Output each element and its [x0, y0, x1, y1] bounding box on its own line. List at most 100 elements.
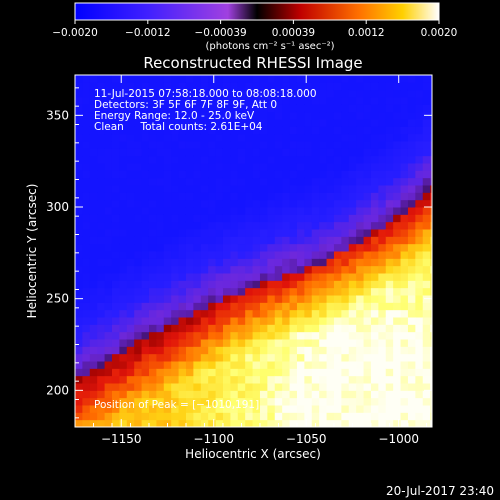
heatmap-cell — [289, 141, 298, 149]
heatmap-cell — [304, 82, 313, 91]
heatmap-cell — [378, 185, 387, 193]
heatmap-cell — [208, 273, 217, 281]
heatmap-cell — [282, 141, 291, 149]
heatmap-cell — [178, 317, 187, 325]
heatmap-cell — [104, 412, 113, 421]
heatmap-cell — [171, 287, 180, 296]
heatmap-cell — [348, 302, 357, 311]
heatmap-cell — [208, 170, 217, 179]
heatmap-cell — [89, 412, 98, 421]
heatmap-cell — [319, 280, 328, 289]
heatmap-cell — [400, 119, 409, 127]
heatmap-cell — [245, 405, 254, 413]
heatmap-cell — [296, 383, 305, 391]
heatmap-cell — [148, 75, 157, 83]
heatmap-cell — [363, 331, 372, 340]
heatmap-cell — [400, 375, 409, 384]
heatmap-cell — [208, 353, 217, 362]
heatmap-cell — [222, 346, 231, 355]
heatmap-cell — [111, 214, 120, 223]
annotation-energy-range: Energy Range: 12.0 - 25.0 keV — [94, 110, 255, 122]
heatmap-cell — [97, 324, 106, 333]
heatmap-cell — [178, 185, 187, 193]
heatmap-cell — [215, 317, 224, 325]
heatmap-cell — [274, 368, 283, 377]
heatmap-cell — [163, 75, 172, 83]
heatmap-cell — [415, 214, 424, 223]
heatmap-cell — [304, 236, 313, 245]
heatmap-cell — [215, 390, 224, 399]
heatmap-cell — [356, 126, 365, 135]
heatmap-cell — [134, 75, 143, 83]
heatmap-cell — [252, 111, 261, 120]
heatmap-cell — [245, 82, 254, 91]
heatmap-cell — [296, 126, 305, 135]
heatmap-cell — [134, 207, 143, 215]
heatmap-cell — [163, 133, 172, 142]
heatmap-cell — [378, 141, 387, 149]
heatmap-cell — [208, 126, 217, 135]
heatmap-cell — [252, 185, 261, 193]
heatmap-cell — [274, 258, 283, 267]
heatmap-cell — [111, 412, 120, 421]
heatmap-cell — [267, 155, 276, 164]
heatmap-cell — [304, 89, 313, 98]
heatmap-cell — [148, 353, 157, 362]
heatmap-cell — [422, 170, 431, 179]
heatmap-cell — [171, 346, 180, 355]
heatmap-cell — [282, 346, 291, 355]
heatmap-cell — [385, 243, 394, 252]
heatmap-cell — [370, 412, 379, 421]
heatmap-cell — [126, 229, 135, 237]
heatmap-cell — [415, 192, 424, 201]
heatmap-cell — [97, 126, 106, 135]
heatmap-cell — [348, 89, 357, 98]
heatmap-cell — [333, 133, 342, 142]
heatmap-cell — [259, 170, 268, 179]
heatmap-cell — [75, 339, 83, 347]
heatmap-cell — [134, 287, 143, 296]
heatmap-cell — [304, 170, 313, 179]
heatmap-cell — [252, 221, 261, 230]
heatmap-cell — [185, 243, 194, 252]
heatmap-cell — [282, 302, 291, 311]
heatmap-cell — [267, 89, 276, 98]
heatmap-cell — [407, 243, 416, 252]
heatmap-cell — [400, 280, 409, 289]
heatmap-cell — [274, 214, 283, 223]
heatmap-cell — [185, 97, 194, 105]
heatmap-cell — [148, 236, 157, 245]
heatmap-cell — [319, 265, 328, 274]
heatmap-cell — [156, 148, 165, 157]
heatmap-cell — [259, 346, 268, 355]
heatmap-cell — [193, 126, 202, 135]
heatmap-cell — [400, 111, 409, 120]
heatmap-cell — [75, 82, 83, 91]
heatmap-cell — [363, 82, 372, 91]
heatmap-cell — [75, 185, 83, 193]
heatmap-cell — [193, 324, 202, 333]
heatmap-cell — [156, 302, 165, 311]
heatmap-cell — [222, 163, 231, 171]
heatmap-cell — [75, 287, 83, 296]
heatmap-cell — [341, 104, 350, 113]
heatmap-cell — [430, 361, 432, 369]
heatmap-cell — [267, 317, 276, 325]
heatmap-cell — [289, 170, 298, 179]
heatmap-cell — [222, 280, 231, 289]
heatmap-cell — [259, 295, 268, 303]
heatmap-cell — [326, 207, 335, 215]
heatmap-cell — [215, 177, 224, 186]
heatmap-cell — [245, 192, 254, 201]
heatmap-cell — [378, 243, 387, 252]
heatmap-cell — [378, 229, 387, 237]
heatmap-cell — [75, 119, 83, 127]
heatmap-cell — [385, 368, 394, 377]
heatmap-cell — [289, 339, 298, 347]
heatmap-cell — [311, 229, 320, 237]
heatmap-cell — [156, 221, 165, 230]
heatmap-cell — [422, 163, 431, 171]
heatmap-cell — [422, 199, 431, 208]
heatmap-cell — [119, 119, 128, 127]
heatmap-cell — [415, 361, 424, 369]
